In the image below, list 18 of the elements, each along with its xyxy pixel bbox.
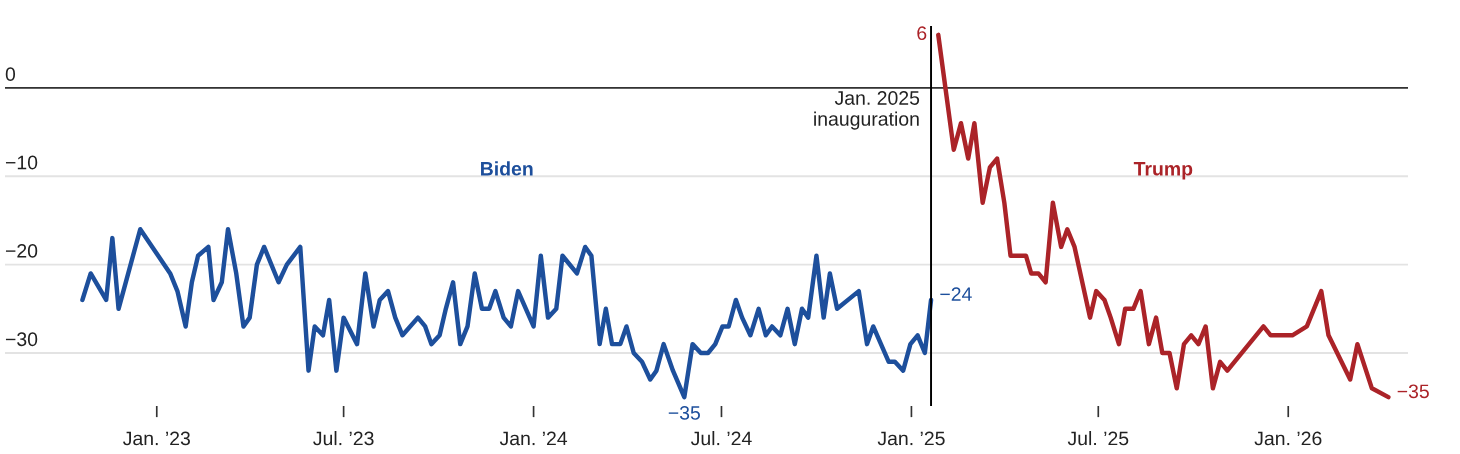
x-tick-label: Jan. ’25 bbox=[877, 431, 945, 446]
data-label: 6 bbox=[917, 26, 927, 41]
y-tick-label: −30 bbox=[5, 332, 38, 347]
x-tick-label: Jul. ’23 bbox=[313, 431, 374, 446]
text: Biden bbox=[481, 161, 533, 176]
data-label: −24 bbox=[940, 287, 972, 301]
x-tick-label: Jan. ’24 bbox=[499, 431, 568, 446]
x-tick-label: Jul. ’25 bbox=[1067, 431, 1129, 446]
y-tick-label: −10 bbox=[5, 155, 38, 170]
y-tick-label: 0 bbox=[5, 67, 16, 82]
x-tick-label: Jan. ’26 bbox=[1254, 431, 1322, 446]
y-tick-label: −20 bbox=[5, 243, 38, 258]
data-label: −35 bbox=[668, 406, 700, 420]
data-label: −35 bbox=[1397, 384, 1429, 399]
ref-line-label: Jan. 2025 inauguration bbox=[814, 91, 920, 130]
text: Trump bbox=[1133, 162, 1193, 180]
x-tick-label: Jul. ’24 bbox=[690, 431, 752, 446]
x-tick-label: Jan. ’23 bbox=[123, 431, 190, 446]
